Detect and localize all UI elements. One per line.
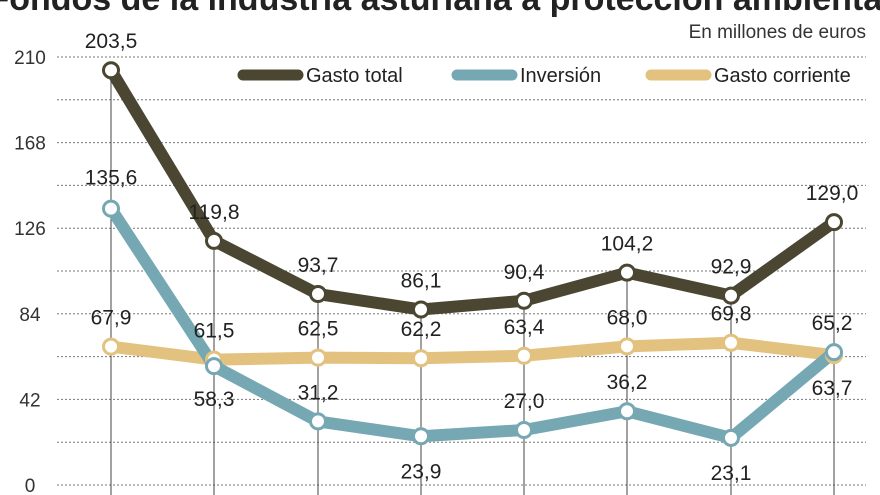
data-label: 63,4: [504, 316, 545, 339]
data-label: 62,2: [401, 318, 442, 341]
data-label: 86,1: [401, 270, 442, 293]
data-label: 61,5: [194, 320, 235, 343]
data-label: 93,7: [298, 254, 339, 277]
data-label: 67,9: [91, 307, 132, 330]
data-label: 119,8: [189, 201, 240, 224]
data-point: [515, 420, 533, 439]
data-point: [618, 263, 636, 282]
data-label: 69,8: [711, 303, 752, 326]
data-label: 36,2: [607, 371, 648, 394]
data-label: 23,9: [401, 460, 442, 483]
y-tick-label: 210: [14, 48, 46, 69]
series-line: [105, 202, 840, 444]
y-tick-label: 84: [19, 305, 41, 326]
legend-label: Gasto corriente: [714, 65, 851, 87]
y-tick-label: 126: [14, 219, 46, 240]
data-label: 62,5: [298, 318, 339, 341]
data-label: 23,1: [711, 462, 752, 485]
data-point: [722, 286, 740, 305]
y-tick-label: 168: [14, 134, 46, 155]
data-label: 129,0: [806, 182, 859, 205]
legend-label: Inversión: [520, 65, 601, 87]
data-label: 27,0: [504, 390, 545, 413]
data-point: [412, 300, 430, 319]
data-label: 135,6: [85, 167, 138, 190]
data-label: 63,7: [812, 377, 853, 400]
data-point: [412, 427, 430, 446]
series-line: [105, 64, 840, 316]
data-point: [412, 349, 430, 368]
data-point: [618, 337, 636, 356]
data-point: [102, 337, 120, 356]
data-point: [309, 412, 327, 431]
data-label: 58,3: [194, 388, 235, 411]
data-point: [102, 61, 120, 80]
data-point: [515, 291, 533, 310]
data-point: [309, 348, 327, 367]
legend-label: Gasto total: [306, 65, 403, 87]
data-label: 31,2: [298, 381, 339, 404]
data-label: 203,5: [85, 30, 138, 53]
data-point: [205, 357, 223, 376]
data-point: [722, 333, 740, 352]
data-point: [618, 402, 636, 421]
data-point: [825, 343, 843, 362]
data-label: 65,2: [812, 312, 853, 335]
chart-title: Fondos de la industria asturiana a prote…: [0, 0, 880, 18]
series-line: [105, 336, 840, 366]
data-label: 68,0: [607, 306, 648, 329]
data-point: [825, 213, 843, 232]
y-tick-label: 0: [25, 476, 36, 495]
y-tick-label: 42: [19, 390, 40, 411]
data-label: 90,4: [504, 261, 545, 284]
data-point: [102, 199, 120, 218]
data-point: [722, 428, 740, 447]
data-point: [515, 346, 533, 365]
data-point: [309, 285, 327, 304]
data-label: 104,2: [601, 233, 654, 256]
data-label: 92,9: [711, 256, 752, 279]
data-point: [205, 231, 223, 250]
chart-subtitle: En millones de euros: [689, 22, 866, 43]
